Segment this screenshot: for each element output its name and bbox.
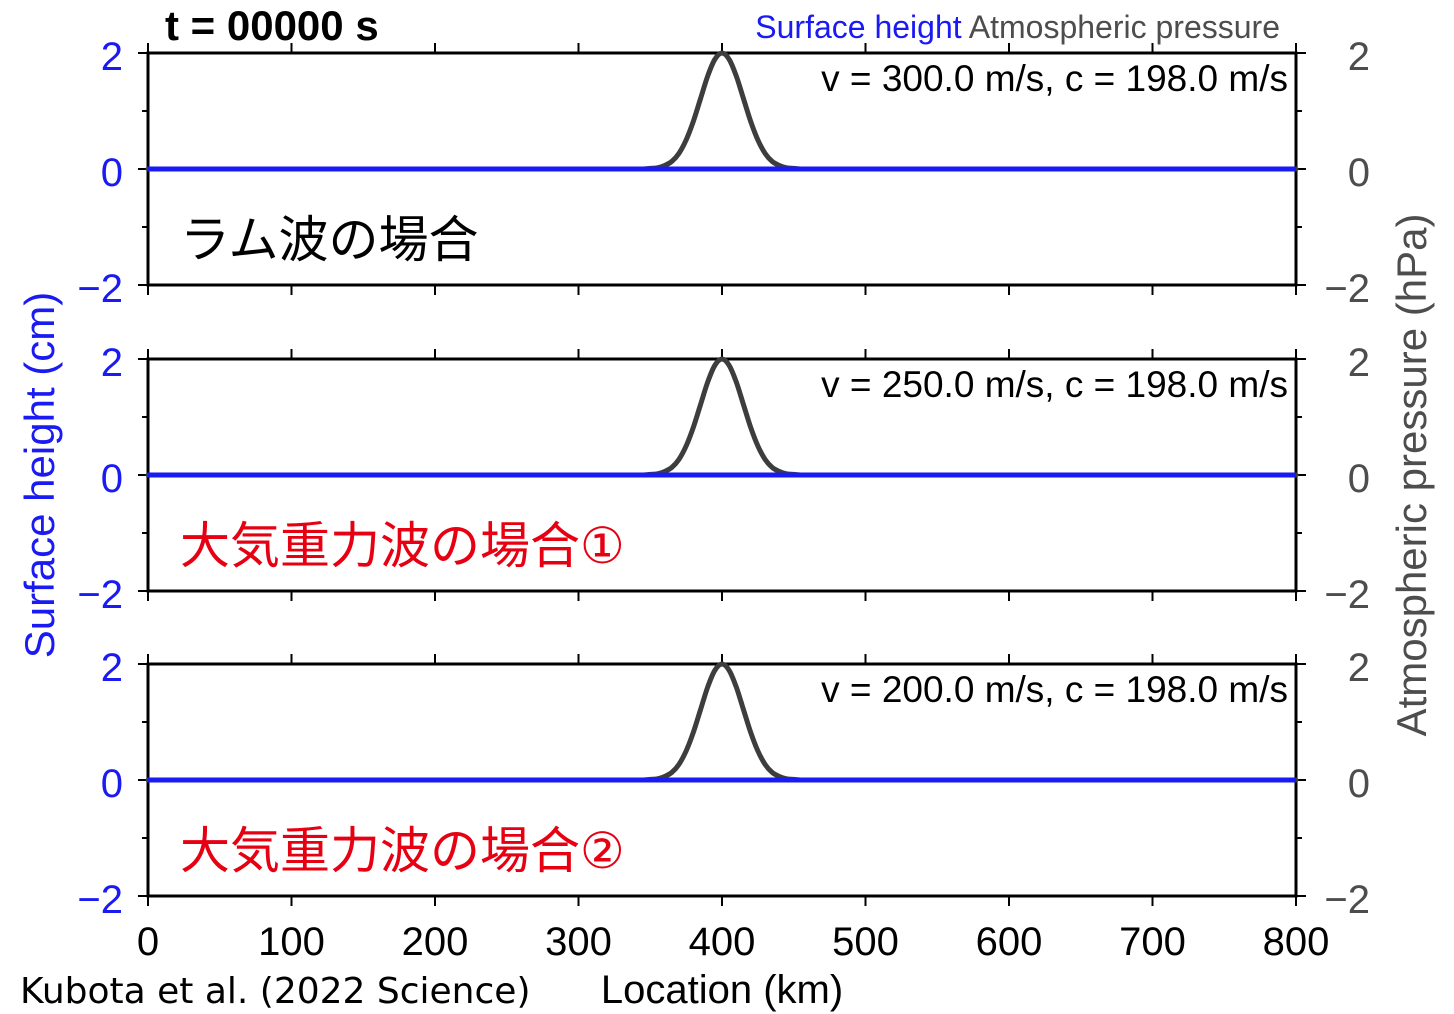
y-tick-label-left: 2	[101, 341, 123, 385]
panel-label: 大気重力波の場合②	[180, 822, 625, 880]
y-tick-label-left: 2	[101, 35, 123, 79]
y-tick-label-left: 0	[101, 151, 123, 195]
y-tick-label-right: 2	[1348, 341, 1370, 385]
y-tick-label-left: 2	[101, 646, 123, 690]
panel-1: 2 2 0 0 −2 −2 v = 300.0 m/s, c = 198.0 m/s ラム波の…	[77, 35, 1370, 311]
panel-label: 大気重力波の場合①	[180, 517, 625, 575]
y-tick-label-right: 2	[1348, 35, 1370, 79]
y-tick-label-right: 0	[1348, 457, 1370, 501]
x-tick-label: 600	[976, 920, 1043, 964]
panel-2: 2 2 0 0 −2 −2 v = 250.0 m/s, c = 198.0 m/s 大気重力…	[77, 341, 1370, 617]
y-tick-label-left: −2	[77, 267, 123, 311]
y-axis-title-right: Atmospheric pressure (hPa)	[1388, 214, 1435, 737]
y-tick-label-right: 0	[1348, 762, 1370, 806]
x-tick-label: 200	[402, 920, 469, 964]
x-tick-label: 300	[545, 920, 612, 964]
citation: Kubota et al. (2022 Science)	[20, 971, 531, 1012]
x-tick-label: 400	[689, 920, 756, 964]
x-tick-label: 800	[1263, 920, 1330, 964]
x-tick-label: 0	[137, 920, 159, 964]
x-tick-label: 500	[832, 920, 899, 964]
panel-annotation: v = 200.0 m/s, c = 198.0 m/s	[821, 669, 1288, 710]
y-tick-label-left: −2	[77, 573, 123, 617]
x-tick-label: 700	[1119, 920, 1186, 964]
x-tick-labels: 0 100 200 300 400 500 600 700 800	[137, 920, 1330, 964]
legend-surface-height: Surface height	[755, 9, 961, 45]
y-tick-label-right: 2	[1348, 646, 1370, 690]
time-title: t = 00000 s	[165, 2, 379, 49]
panel-label: ラム波の場合	[180, 211, 479, 269]
panel-annotation: v = 300.0 m/s, c = 198.0 m/s	[821, 58, 1288, 99]
y-tick-label-right: −2	[1324, 878, 1370, 922]
panel-annotation: v = 250.0 m/s, c = 198.0 m/s	[821, 364, 1288, 405]
y-axis-title-left: Surface height (cm)	[16, 292, 63, 658]
y-tick-label-left: 0	[101, 457, 123, 501]
panel-3: 2 2 0 0 −2 −2 v = 200.0 m/s, c = 198.0 m/s 大気重力…	[77, 646, 1370, 922]
y-tick-label-right: −2	[1324, 573, 1370, 617]
legend: Surface height Atmospheric pressure	[755, 9, 1280, 45]
legend-atmospheric-pressure: Atmospheric pressure	[969, 9, 1280, 45]
y-tick-label-left: 0	[101, 762, 123, 806]
y-tick-label-left: −2	[77, 878, 123, 922]
y-tick-label-right: −2	[1324, 267, 1370, 311]
panels: 2 2 0 0 −2 −2 v = 300.0 m/s, c = 198.0 m/s ラム波の…	[77, 35, 1370, 922]
x-axis-title: Location (km)	[601, 968, 843, 1012]
x-tick-label: 100	[258, 920, 325, 964]
y-tick-label-right: 0	[1348, 151, 1370, 195]
